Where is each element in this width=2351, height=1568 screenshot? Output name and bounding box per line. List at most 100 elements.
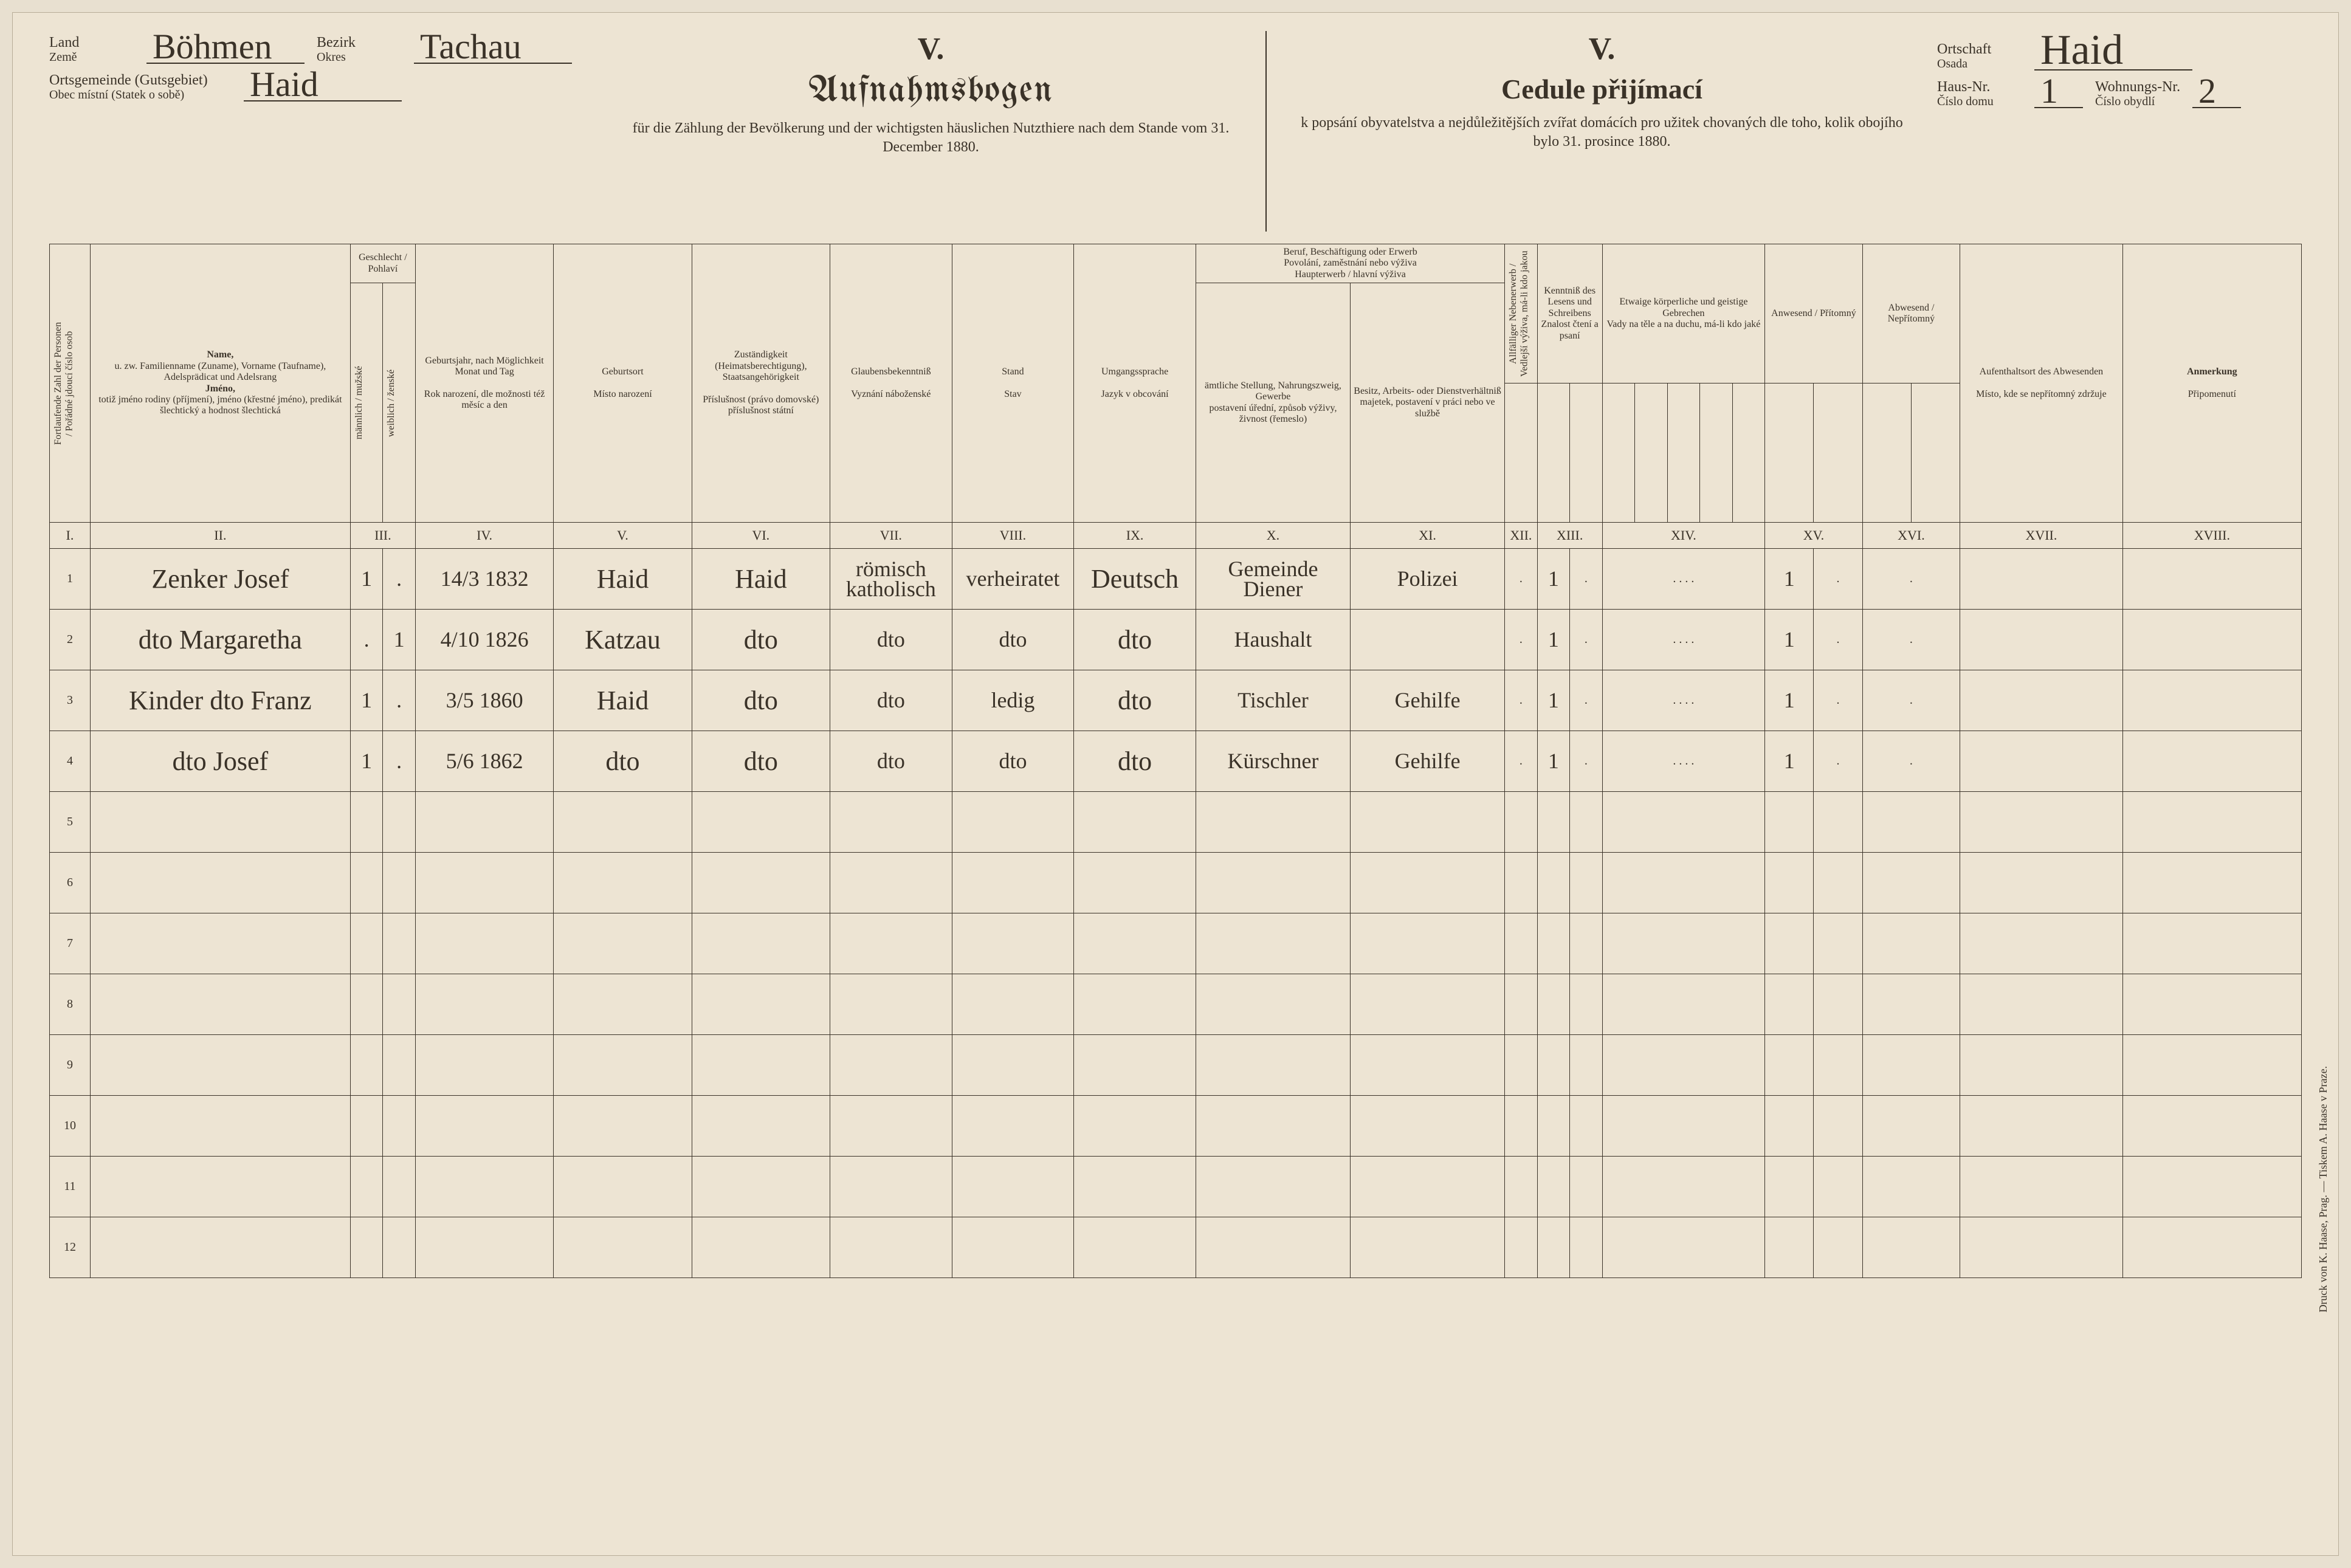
- cell: [1505, 792, 1538, 853]
- table-row: 12: [50, 1217, 2302, 1278]
- cell: [830, 974, 952, 1035]
- cell: [90, 974, 350, 1035]
- cell: [1960, 792, 2123, 853]
- cell: [1570, 1157, 1603, 1217]
- cell: [1960, 1035, 2123, 1096]
- census-table: Fortlaufende Zahl der Personen / Pořádné…: [49, 244, 2302, 1278]
- cell: dto: [554, 731, 692, 792]
- cell: [415, 853, 553, 913]
- cell: [692, 913, 830, 974]
- cell: [1351, 1035, 1505, 1096]
- cell: .: [1505, 549, 1538, 610]
- col-8-head: StandStav: [952, 244, 1074, 523]
- roman-row: I. II. III. IV. V. VI. VII. VIII. IX. X.…: [50, 523, 2302, 549]
- cell: [1570, 974, 1603, 1035]
- col-16b: [1911, 383, 1960, 523]
- cell: [1814, 1157, 1862, 1217]
- cell: [1505, 974, 1538, 1035]
- table-row: 2dto Margaretha.14/10 1826Katzaudtodtodt…: [50, 610, 2302, 670]
- col-12-sub: [1505, 383, 1538, 523]
- cell: dto: [692, 610, 830, 670]
- cell: [1862, 1217, 1960, 1278]
- cell: [1862, 1157, 1960, 1217]
- col-14-head: Etwaige körperliche und geistige Gebrech…: [1602, 244, 1765, 383]
- cell: 1: [1765, 670, 1814, 731]
- cell: [90, 853, 350, 913]
- cell: . . . .: [1602, 731, 1765, 792]
- cell: [1765, 913, 1814, 974]
- table-body: 1Zenker Josef1.14/3 1832HaidHaidrömisch …: [50, 549, 2302, 1278]
- cell: [90, 1035, 350, 1096]
- cell: [554, 1217, 692, 1278]
- cell: [1074, 1035, 1196, 1096]
- roman-numeral-right: V.: [1291, 31, 1913, 67]
- cell: [952, 853, 1074, 913]
- cell: [2122, 1217, 2301, 1278]
- cell: [1537, 1157, 1570, 1217]
- cell: 9: [50, 1035, 91, 1096]
- cell: [1862, 792, 1960, 853]
- cell: [952, 1096, 1074, 1157]
- col-1011-top: Beruf, Beschäftigung oder ErwerbPovolání…: [1196, 244, 1504, 283]
- cell: [830, 1035, 952, 1096]
- col-14c: [1667, 383, 1700, 523]
- cell: [1074, 974, 1196, 1035]
- cell: [1537, 1096, 1570, 1157]
- cell: [1602, 1096, 1765, 1157]
- cell: [692, 853, 830, 913]
- cell: [1814, 1035, 1862, 1096]
- cell: [90, 1157, 350, 1217]
- subtitle-cz: k popsání obyvatelstva a nejdůležitějšíc…: [1291, 114, 1913, 151]
- cell: [554, 1035, 692, 1096]
- table-row: 8: [50, 974, 2302, 1035]
- cell: [2122, 1096, 2301, 1157]
- table-row: 5: [50, 792, 2302, 853]
- cell: [350, 913, 383, 974]
- cell: [830, 853, 952, 913]
- cell: . . . .: [1602, 670, 1765, 731]
- col-3a: männlich / mužské: [353, 336, 366, 470]
- cell: [1196, 913, 1350, 974]
- cell: .: [1505, 670, 1538, 731]
- cell: [1602, 853, 1765, 913]
- cell: [1196, 1217, 1350, 1278]
- cell: [952, 1217, 1074, 1278]
- cell: [383, 913, 416, 974]
- cell: [1074, 913, 1196, 974]
- col-5-head: GeburtsortMísto narození: [554, 244, 692, 523]
- census-sheet: LandZemě Böhmen BezirkOkres Tachau Ortsg…: [12, 12, 2339, 1556]
- cell: [1570, 1096, 1603, 1157]
- cell: 1: [1765, 549, 1814, 610]
- cell: .: [1814, 731, 1862, 792]
- cell: [1862, 974, 1960, 1035]
- gemeinde-label: Ortsgemeinde (Gutsgebiet)Obec místní (St…: [49, 72, 244, 101]
- col-14e: [1732, 383, 1765, 523]
- cell: .: [1862, 610, 1960, 670]
- col-18-head: AnmerkungPřipomenutí: [2122, 244, 2301, 523]
- cell: [1765, 974, 1814, 1035]
- cell: .: [1814, 670, 1862, 731]
- cell: 10: [50, 1096, 91, 1157]
- cell: .: [1570, 610, 1603, 670]
- cell: [2122, 610, 2301, 670]
- table-row: 1Zenker Josef1.14/3 1832HaidHaidrömisch …: [50, 549, 2302, 610]
- cell: 1: [1765, 731, 1814, 792]
- cell: [1074, 1157, 1196, 1217]
- cell: [1602, 792, 1765, 853]
- cell: [383, 1157, 416, 1217]
- title-de: Aufnahmsbogen: [621, 73, 1241, 111]
- cell: [1862, 1096, 1960, 1157]
- cell: [350, 853, 383, 913]
- cell: [1960, 1096, 2123, 1157]
- cell: .: [1814, 610, 1862, 670]
- col-14a: [1602, 383, 1635, 523]
- cell: verheiratet: [952, 549, 1074, 610]
- col-17-head: Aufenthaltsort des AbwesendenMísto, kde …: [1960, 244, 2123, 523]
- header-right: OrtschaftOsada Haid Haus-Nr.Číslo domu 1…: [1937, 31, 2302, 232]
- cell: [1814, 913, 1862, 974]
- cell: [2122, 1035, 2301, 1096]
- table-row: 7: [50, 913, 2302, 974]
- land-value: Böhmen: [146, 31, 305, 64]
- wohnnr-value: 2: [2192, 75, 2241, 108]
- cell: 1: [350, 670, 383, 731]
